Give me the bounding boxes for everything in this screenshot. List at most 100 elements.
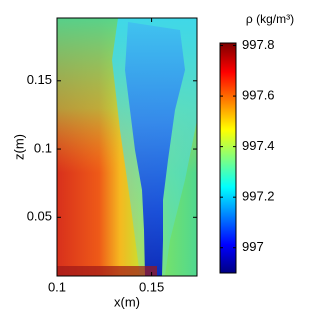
colorbar-step [220,141,236,144]
colorbar-step [220,247,236,250]
colorbar-step [220,59,236,62]
colorbar-step [220,55,236,58]
colorbar-step [220,155,236,158]
colorbar-step [220,51,236,54]
colorbar-step [220,159,236,162]
colorbar-step [220,183,236,186]
colorbar-step [220,219,236,222]
colorbar-step [220,193,236,196]
colorbar-tick-label: 997.2 [242,189,275,204]
colorbar-step [220,255,236,258]
colorbar-step [220,253,236,256]
colorbar-step [220,101,236,104]
colorbar-step [220,265,236,268]
colorbar-step [220,113,236,116]
colorbar-step [220,65,236,68]
colorbar-step [220,147,236,150]
colorbar-step [220,109,236,112]
colorbar-step [220,199,236,202]
colorbar-step [220,107,236,110]
colorbar-step [220,129,236,132]
colorbar-step [220,249,236,252]
colorbar-step [220,123,236,126]
x-tick-label: 0.15 [139,279,164,294]
colorbar-step [220,201,236,204]
colorbar-step [220,185,236,188]
colorbar-step [220,173,236,176]
density-field [57,18,197,276]
colorbar-step [220,209,236,212]
colorbar-step [220,243,236,246]
colorbar-step [220,95,236,98]
colorbar-step [220,61,236,64]
x-axis-label: x(m) [114,294,140,309]
colorbar-step [220,145,236,148]
colorbar-step [220,133,236,136]
colorbar-step [220,69,236,72]
colorbar-step [220,111,236,114]
colorbar-step [220,231,236,234]
colorbar-step [220,187,236,190]
y-axis-label: z(m) [11,134,26,160]
colorbar-step [220,241,236,244]
colorbar-step [220,153,236,156]
colorbar-step [220,57,236,60]
colorbar-step [220,139,236,142]
colorbar-step [220,267,236,270]
colorbar-step [220,105,236,108]
colorbar-step [220,263,236,266]
colorbar-step [220,119,236,122]
colorbar-step [220,87,236,90]
colorbar-step [220,171,236,174]
colorbar-step [220,205,236,208]
colorbar-step [220,191,236,194]
colorbar-step [220,245,236,248]
colorbar-step [220,143,236,146]
colorbar-step [220,251,236,254]
colorbar-step [220,67,236,70]
colorbar-step [220,71,236,74]
colorbar-step [220,161,236,164]
colorbar-step [220,125,236,128]
colorbar-step [220,229,236,232]
colorbar-step [220,91,236,94]
colorbar-step [220,43,236,46]
colorbar-step [220,151,236,154]
colorbar-label: ρ (kg/m³) [246,12,294,26]
colorbar-step [220,257,236,260]
colorbar-step [220,271,236,274]
colorbar-step [220,239,236,242]
colorbar-step [220,135,236,138]
colorbar-step [220,89,236,92]
colorbar-step [220,217,236,220]
colorbar-step [220,233,236,236]
colorbar-step [220,97,236,100]
colorbar-step [220,165,236,168]
colorbar-step [220,203,236,206]
colorbar-step [220,99,236,102]
colorbar-step [220,121,236,124]
colorbar-step [220,149,236,152]
colorbar-step [220,175,236,178]
colorbar-step [220,181,236,184]
colorbar-tick-label: 997.8 [242,37,275,52]
chart: x(m) z(m) ρ (kg/m³) 0.1 0.15 0.05 0.1 0.15 99… [11,12,294,309]
colorbar-step [220,237,236,240]
colorbar-step [220,49,236,52]
colorbar-step [220,261,236,264]
colorbar-step [220,131,236,134]
colorbar-step [220,73,236,76]
colorbar-step [220,197,236,200]
colorbar-step [220,79,236,82]
colorbar-tick-label: 997.4 [242,138,275,153]
colorbar-step [220,227,236,230]
colorbar-step [220,221,236,224]
colorbar-step [220,53,236,56]
colorbar-step [220,83,236,86]
colorbar-step [220,117,236,120]
colorbar-step [220,103,236,106]
plot-frame [56,17,198,277]
colorbar-tick-label: 997 [242,239,264,254]
colorbar-step [220,75,236,78]
colorbar-step [220,137,236,140]
